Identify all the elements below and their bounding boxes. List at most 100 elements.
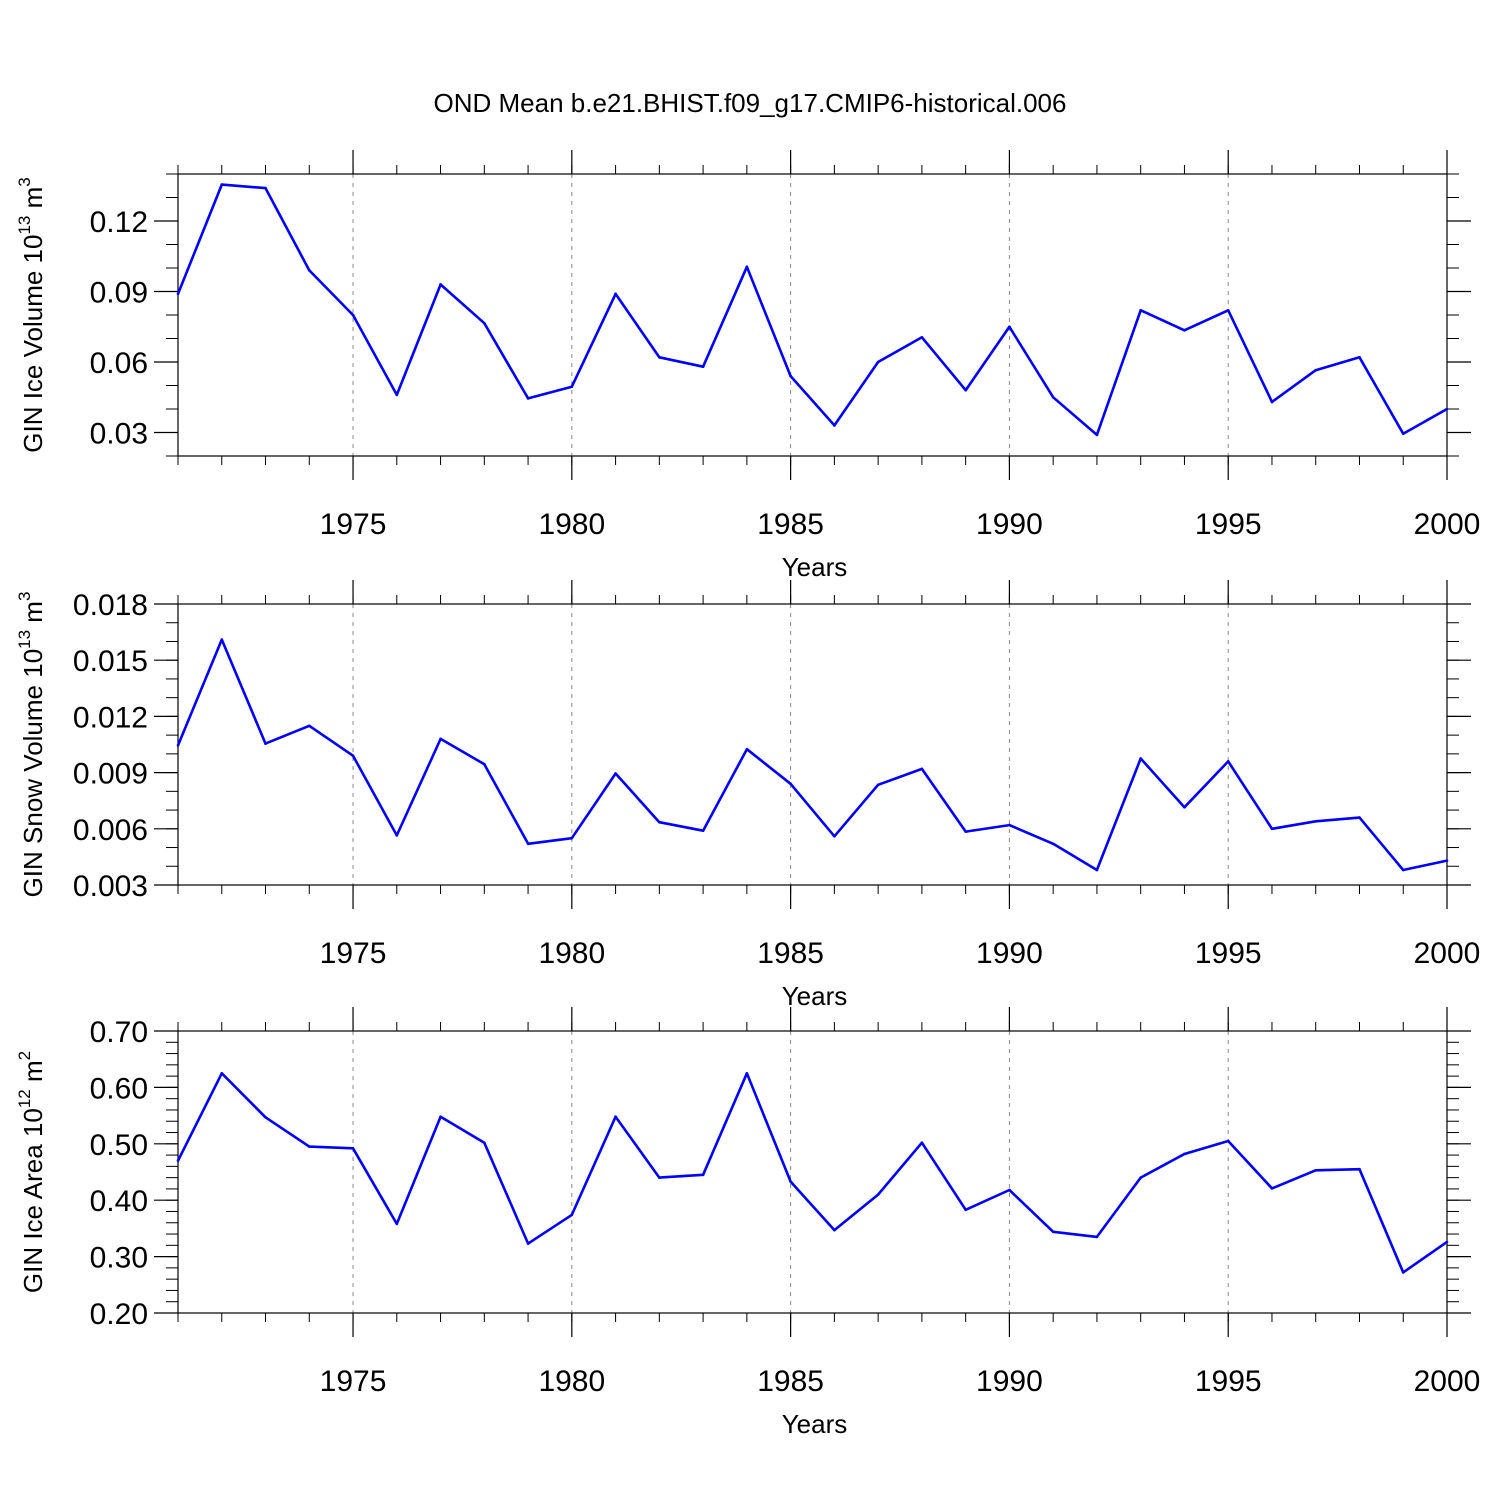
data-point [876,360,880,364]
data-point [1095,433,1099,437]
y-axis-title-unit: m [18,601,48,630]
data-point [614,292,617,296]
data-point [220,638,224,641]
y-tick-label: 0.70 [90,1016,148,1049]
x-axis-title: Years [782,1409,848,1439]
x-tick-label: 1975 [320,1365,387,1398]
y-axis-title: GIN Ice Area 1012 m2 [15,1051,48,1293]
data-point [1051,842,1055,846]
data-point [614,1115,617,1119]
data-point [1051,395,1055,399]
data-point [264,186,267,190]
data-point [1270,1187,1274,1190]
y-tick-label: 0.003 [73,870,148,903]
data-point [745,747,749,751]
x-tick-label: 1990 [976,508,1043,541]
data-point [614,772,617,775]
data-point [526,1242,530,1245]
data-point [789,1180,792,1183]
plot-frame [177,1030,1448,1314]
x-tick-label: 1995 [1195,937,1262,970]
data-point [264,1115,267,1119]
x-tick-label: 2000 [1414,937,1481,970]
data-point [1401,432,1405,435]
y-tick-label: 0.012 [73,701,148,734]
plot-frame [177,603,1448,886]
data-point [395,393,399,397]
y-tick-label: 0.40 [90,1185,148,1218]
data-point [1226,309,1230,312]
data-point [1095,1235,1099,1239]
series-line [176,1072,1448,1274]
data-point [789,782,792,786]
data-point [439,283,442,286]
x-tick-label: 1980 [538,937,605,970]
y-tick-label: 0.20 [90,1298,148,1331]
y-tick-label: 0.09 [90,277,148,310]
data-point [307,724,311,728]
data-point [395,1222,399,1226]
y-tick-label: 0.006 [73,814,148,847]
data-point [1445,407,1449,411]
y-tick-label: 0.60 [90,1072,148,1105]
data-point [1270,400,1274,404]
data-point [1358,1167,1361,1171]
data-point [920,767,924,771]
y-tick-label: 0.50 [90,1129,148,1162]
data-point [1270,827,1274,831]
data-point [483,762,486,766]
data-point [920,336,924,339]
y-tick-label: 0.018 [73,589,148,622]
x-tick-label: 1985 [757,1365,824,1398]
data-point [1183,805,1186,809]
y-axis-title: GIN Ice Volume 1013 m3 [15,177,48,453]
y-axis-title-base: GIN Ice Volume 10 [18,235,48,453]
data-point [307,269,311,272]
data-point [1008,1188,1011,1192]
data-point [1226,760,1230,763]
data-point [920,1141,924,1144]
y-axis-title-base: GIN Ice Area 10 [18,1108,48,1293]
panel-snow-volume: 1975 1980 1985 1990 1995 2000 0.003 0.006 0.009 0… [15,580,1480,1011]
x-tick-label: 1985 [757,508,824,541]
data-point [1358,356,1361,359]
data-point [526,397,530,400]
data-point [745,265,749,269]
y-axis-title-unit-exp: 2 [15,1051,34,1060]
figure-title: OND Mean b.e21.BHIST.f09_g17.CMIP6-histo… [434,88,1067,118]
x-tick-label: 1990 [976,937,1043,970]
data-point [439,737,442,741]
data-point [1401,1271,1405,1274]
data-point [833,424,836,427]
data-point [964,830,967,833]
y-tick-label: 0.06 [90,347,148,380]
data-point [351,754,355,758]
data-point [264,742,267,745]
y-tick-label: 0.009 [73,758,148,791]
data-point [1051,1230,1055,1234]
panel-ice-area: 1975 1980 1985 1990 1995 2000 0.20 0.30 0.40 0.50… [15,1007,1480,1439]
data-point [1095,868,1099,872]
y-axis-title-exp: 13 [15,630,34,649]
data-point [483,1141,486,1144]
data-point [570,836,574,840]
data-point [1139,309,1142,312]
x-tick-label: 1975 [320,937,387,970]
y-axis-title-exp: 13 [15,216,34,235]
x-tick-label: 1995 [1195,1365,1262,1398]
data-point [789,374,792,378]
x-tick-label: 2000 [1414,508,1481,541]
data-point [1358,816,1361,819]
x-tick-label: 1990 [976,1365,1043,1398]
data-point [1008,325,1011,329]
data-point [658,1176,661,1179]
data-point [745,1072,749,1075]
x-tick-label: 1980 [538,508,605,541]
data-point [1314,368,1318,372]
data-point [1401,868,1405,872]
data-point [570,385,574,388]
x-tick-label: 1975 [320,508,387,541]
data-point [483,321,486,325]
data-point [833,834,836,838]
x-tick-label: 1985 [757,937,824,970]
